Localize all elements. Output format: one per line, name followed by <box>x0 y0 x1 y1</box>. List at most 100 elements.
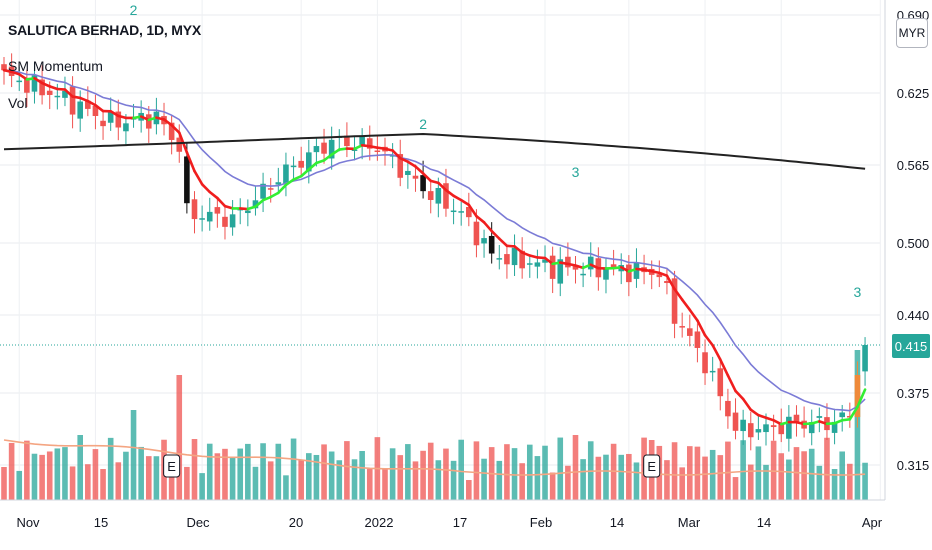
volume-bar <box>565 465 571 500</box>
fast-ema-segment <box>421 172 433 183</box>
volume-bar <box>245 443 251 500</box>
long-ma-line <box>3 132 866 170</box>
candle-body <box>275 182 282 185</box>
candle-body <box>427 191 434 200</box>
candle-body <box>816 416 823 418</box>
candles <box>1 53 868 452</box>
volume-bar <box>793 447 800 500</box>
volume-bar <box>199 473 205 500</box>
volume-bar <box>816 465 823 500</box>
fast-ema-segment <box>543 256 554 266</box>
fast-ema-segment <box>795 420 806 426</box>
volume-bar <box>115 462 122 500</box>
fast-ema-segment <box>254 198 265 208</box>
fast-ema-segment <box>170 123 181 134</box>
candle-body <box>610 264 617 268</box>
fast-ema-segment <box>619 265 631 273</box>
candle-body <box>252 200 259 209</box>
signal-label: 2 <box>130 2 138 18</box>
volume-bar <box>46 451 53 500</box>
volume-bar <box>69 466 76 500</box>
volume-bar <box>130 410 137 500</box>
fast-ema-segment <box>452 194 463 202</box>
candle-body <box>709 370 716 373</box>
candle-body <box>504 254 510 265</box>
candle-body <box>412 175 419 179</box>
volume-bar <box>184 466 190 500</box>
fast-ema-segment <box>856 388 867 409</box>
indicator-label-volume[interactable]: Vol <box>8 95 28 111</box>
candle-body <box>496 258 503 260</box>
candle-body <box>473 221 480 246</box>
candle-body <box>115 111 122 128</box>
fast-ema-segment <box>848 405 859 421</box>
x-tick-label: Dec <box>186 515 210 530</box>
candle-body <box>763 424 769 433</box>
x-tick-label: Mar <box>678 515 701 530</box>
volume-bar <box>572 435 579 500</box>
volume-bar <box>732 477 739 500</box>
candle-body <box>435 187 442 204</box>
candle-body <box>488 235 495 254</box>
candle-body <box>778 422 785 435</box>
fast-ema-segment <box>482 221 493 233</box>
volume-bar <box>176 375 183 500</box>
fast-ema-segment <box>63 88 74 98</box>
volume-bar <box>145 456 152 500</box>
y-tick-label: 0.315 <box>897 458 930 473</box>
volume-bar <box>435 460 442 500</box>
candle-body <box>54 95 61 98</box>
candle-body <box>725 400 731 417</box>
candle-body <box>77 101 83 119</box>
candle-body <box>206 211 213 222</box>
symbol-title[interactable]: SALUTICA BERHAD, 1D, MYX <box>8 22 202 38</box>
volume-bar <box>717 455 724 500</box>
volume-bar <box>687 446 693 500</box>
volume-bar <box>24 440 30 500</box>
fast-ema-segment <box>193 169 204 186</box>
volume-bar <box>298 459 304 500</box>
candle-body <box>145 114 152 129</box>
fast-ema-segment <box>726 374 737 393</box>
volume-bar <box>466 480 472 500</box>
volume-bar <box>420 450 426 500</box>
candle-body <box>580 273 586 276</box>
x-tick-label: 20 <box>289 515 303 530</box>
candle-body <box>199 218 205 220</box>
candle-body <box>46 90 53 95</box>
candle-body <box>603 268 609 280</box>
candle-body <box>374 150 381 153</box>
candle-body <box>664 281 670 284</box>
fast-ema-segment <box>261 195 273 202</box>
volume-bar <box>740 440 746 500</box>
volume-bar <box>549 472 556 500</box>
earnings-marker <box>163 454 181 478</box>
fast-ema-segment <box>40 81 52 88</box>
volume-bar <box>267 461 274 500</box>
fast-ema-segment <box>223 204 234 210</box>
candle-body <box>85 100 91 109</box>
volume-bar <box>382 468 388 500</box>
candle-body <box>847 416 853 418</box>
candle-body <box>397 154 404 178</box>
signal-label: 3 <box>572 164 580 180</box>
indicator-label-momentum[interactable]: SM Momentum <box>8 58 103 74</box>
fast-ema-segment <box>718 358 730 377</box>
fast-ema-segment <box>734 389 745 401</box>
fast-ema-segment <box>78 96 90 103</box>
volume-bar <box>580 459 586 500</box>
candle-body <box>702 352 708 374</box>
candle-body <box>176 137 183 152</box>
fast-ema-segment <box>437 181 448 192</box>
volume-bar <box>168 464 175 500</box>
volume-bar <box>473 441 480 500</box>
volume-bar <box>633 462 640 500</box>
volume-bar <box>763 464 769 500</box>
currency-button[interactable]: MYR <box>896 18 928 48</box>
candle-body <box>1 64 7 71</box>
candle-body <box>344 135 350 147</box>
fast-ema-segment <box>414 165 425 175</box>
volume-bar <box>526 444 533 500</box>
moving-averages <box>2 68 867 426</box>
